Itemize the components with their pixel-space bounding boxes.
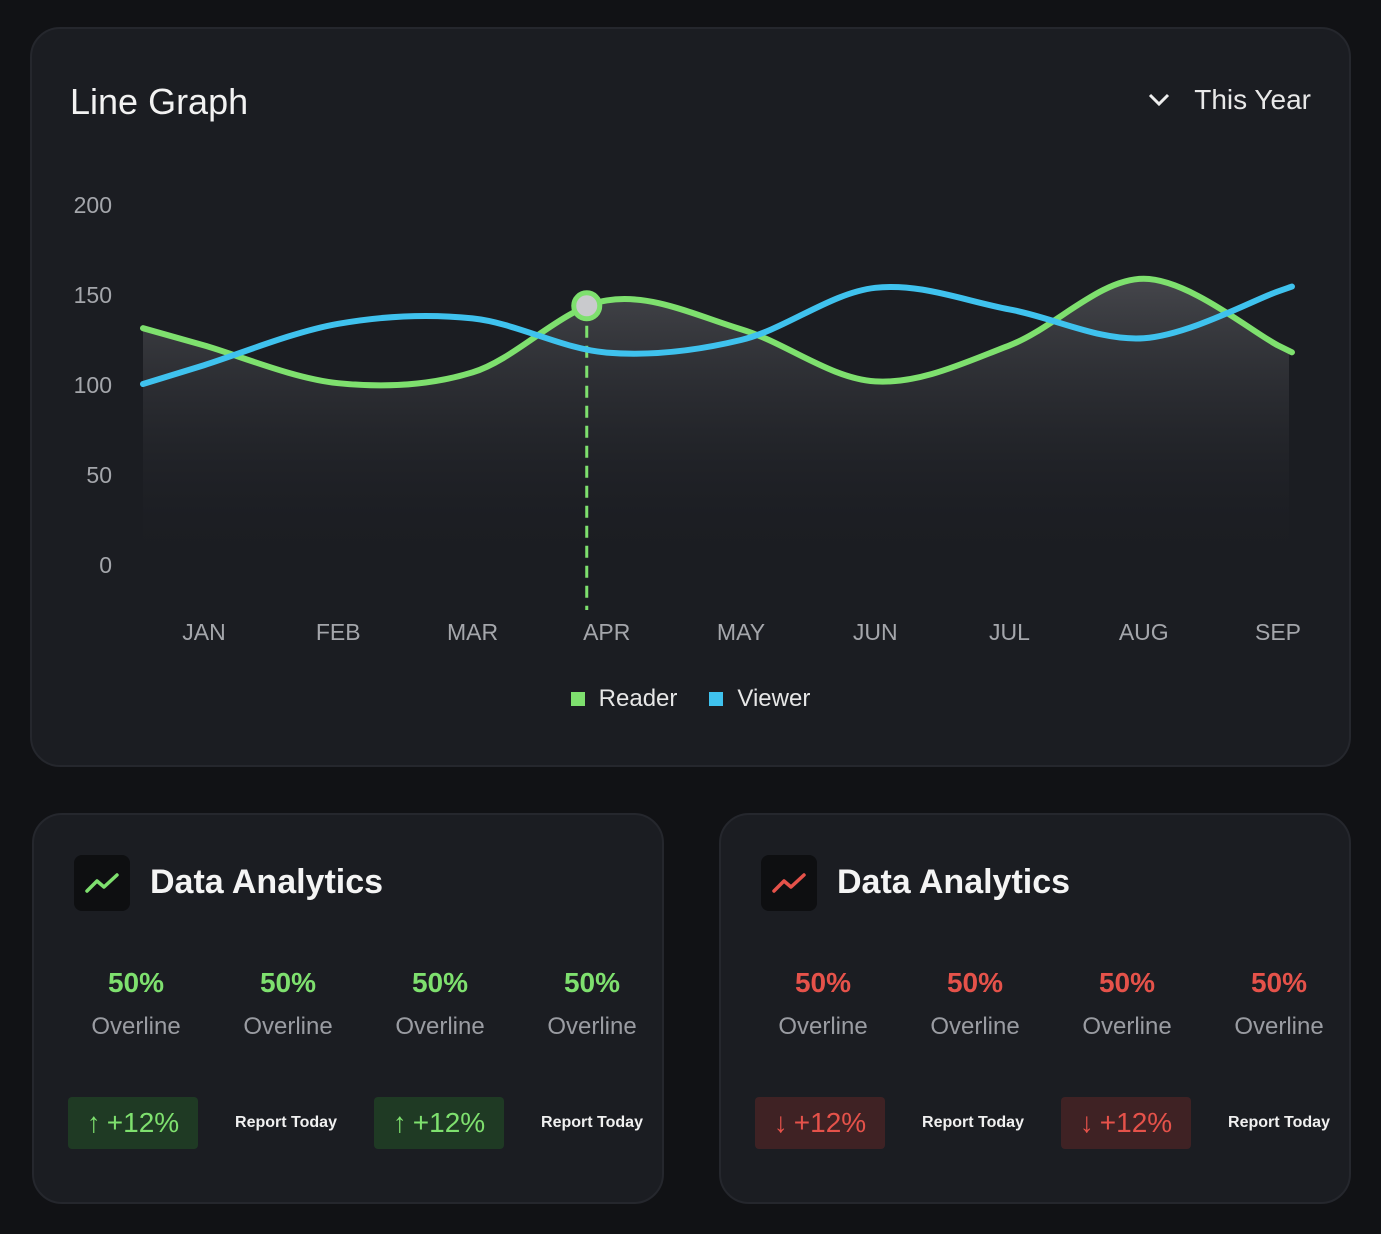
y-tick-label: 150 [74,282,112,308]
stat-value: 50% [107,967,165,998]
period-label: This Year [1194,84,1311,115]
trend-up-icon [85,873,119,893]
stat-label: Overline [243,1013,333,1040]
x-tick-label: MAY [717,619,765,645]
change-value: +12% [412,1107,486,1138]
chevron-down-icon [1149,93,1170,107]
x-tick-label: JAN [182,619,225,645]
change-value: +12% [106,1107,180,1138]
report-today-link[interactable]: Report Today [235,1114,337,1131]
stat-label: Overline [778,1013,868,1040]
trend-icon-box [761,855,817,911]
stat-label: Overline [395,1013,485,1040]
change-badge: ↑ +12% [68,1097,198,1149]
change-value: +12% [1099,1107,1173,1138]
stat-value: 50% [794,967,852,998]
chart-legend: Reader Viewer [32,685,1349,713]
stat-item: 50% Overline [1051,967,1203,1041]
stat-value: 50% [411,967,469,998]
stat-item: 50% Overline [212,967,364,1041]
report-today-link[interactable]: Report Today [922,1114,1024,1131]
report-today-link[interactable]: Report Today [541,1114,643,1131]
card-title: Data Analytics [837,863,1071,901]
data-analytics-card: Data Analytics 50% Overline 50% Overline 50% O… [32,813,664,1204]
x-tick-label: JUN [853,619,898,645]
stat-item: 50% Overline [747,967,899,1041]
change-badge: ↓ +12% [1061,1097,1191,1149]
x-tick-label: SEP [1255,619,1301,645]
highlight-point[interactable] [571,290,603,322]
data-analytics-card: Data Analytics 50% Overline 50% Overline 50% O… [719,813,1351,1204]
change-value: +12% [793,1107,867,1138]
reader-swatch [570,692,585,706]
stat-value: 50% [1098,967,1156,998]
line-graph-card: Line Graph This Year 200 150 100 50 0 JAN FEB M… [30,27,1351,767]
arrow-down-icon: ↓ [1079,1107,1094,1138]
series-line-reader[interactable] [140,275,1295,389]
legend-label: Reader [598,685,678,712]
y-tick-label: 0 [99,552,112,578]
stat-item: 50% Overline [60,967,212,1041]
stat-item: 50% Overline [516,967,668,1041]
legend-label: Viewer [737,685,811,712]
stat-item: 50% Overline [899,967,1051,1041]
chart-title: Line Graph [70,81,249,122]
stat-item: 50% Overline [364,967,516,1041]
stat-value: 50% [946,967,1004,998]
y-tick-label: 100 [74,372,112,398]
series-line-viewer[interactable] [140,283,1295,388]
arrow-up-icon: ↑ [392,1107,407,1138]
legend-item-reader[interactable]: Reader [570,685,678,713]
line-chart: 200 150 100 50 0 JAN FEB MAR APR MAY JUN JUL AUG SEP [74,192,1301,645]
stat-value: 50% [563,967,621,998]
x-tick-label: APR [583,619,630,645]
y-tick-label: 50 [86,462,112,488]
viewer-swatch [709,692,724,706]
report-today-link[interactable]: Report Today [1228,1114,1330,1131]
x-tick-label: FEB [316,619,361,645]
change-badge: ↑ +12% [374,1097,504,1149]
y-tick-label: 200 [74,192,112,218]
stat-value: 50% [259,967,317,998]
arrow-down-icon: ↓ [773,1107,788,1138]
stat-label: Overline [930,1013,1020,1040]
trend-icon-box [74,855,130,911]
x-tick-label: JUL [989,619,1030,645]
stat-value: 50% [1250,967,1308,998]
x-tick-label: MAR [447,619,498,645]
trend-up-icon [772,873,806,893]
x-tick-label: AUG [1119,619,1169,645]
stat-label: Overline [547,1013,637,1040]
change-badge: ↓ +12% [755,1097,885,1149]
period-dropdown[interactable]: This Year [1148,84,1311,116]
stat-label: Overline [91,1013,181,1040]
stat-label: Overline [1234,1013,1324,1040]
stat-label: Overline [1082,1013,1172,1040]
legend-item-viewer[interactable]: Viewer [709,685,810,713]
stat-item: 50% Overline [1203,967,1355,1041]
arrow-up-icon: ↑ [86,1107,101,1138]
card-title: Data Analytics [150,863,384,901]
